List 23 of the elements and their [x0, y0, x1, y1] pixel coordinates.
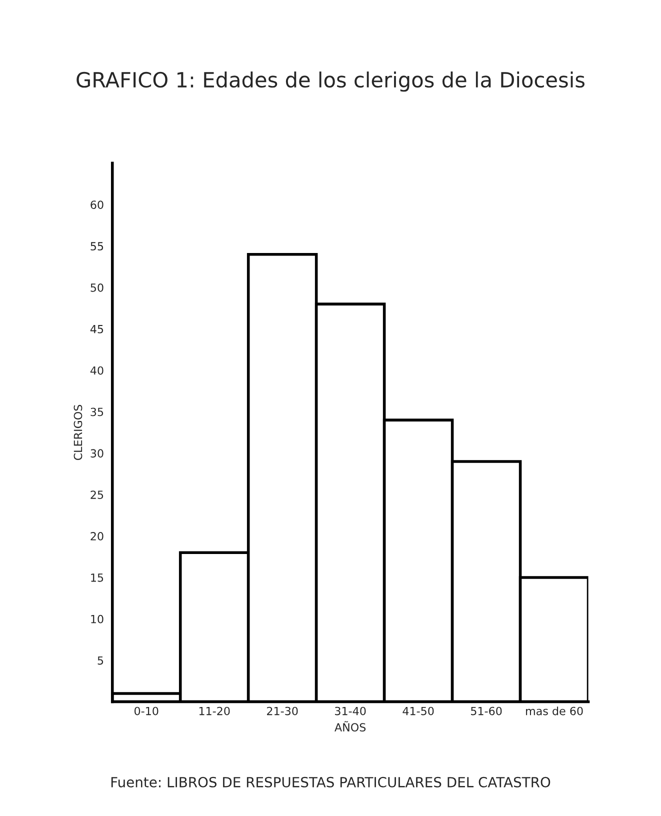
- y-tick-label: 50: [90, 283, 104, 292]
- y-tick-label: 20: [90, 532, 104, 540]
- y-tick-label: 25: [90, 490, 104, 499]
- x-tick-label: 41-50: [402, 706, 434, 716]
- x-tick-label: 21-30: [267, 706, 298, 716]
- x-axis-title: AÑOS: [334, 721, 366, 732]
- source-note: Fuente: LIBROS DE RESPUESTAS PARTICULARES DEL CATASTRO: [111, 776, 550, 788]
- x-tick-label: 0-10: [134, 706, 158, 716]
- y-tick-label: 55: [90, 242, 104, 250]
- x-tick-label: mas de 60: [526, 706, 583, 716]
- x-tick-label: 31-40: [335, 706, 366, 716]
- y-tick-label: 15: [91, 574, 104, 582]
- x-tick-label: 11-20: [199, 706, 230, 716]
- y-tick-label: 40: [90, 366, 104, 375]
- y-tick-label: 5: [98, 656, 104, 665]
- y-tick-label: 35: [90, 408, 104, 416]
- y-tick-label: 60: [90, 200, 104, 210]
- y-axis-title: CLERIGOS: [74, 404, 82, 460]
- chart-title: GRAFICO 1: Edades de los clerigos de la Diocesis: [76, 72, 584, 92]
- x-tick-label: 51-60: [471, 706, 502, 716]
- y-tick-label: 30: [90, 449, 104, 458]
- y-tick-label: 45: [90, 325, 104, 334]
- y-tick-label: 10: [91, 614, 104, 624]
